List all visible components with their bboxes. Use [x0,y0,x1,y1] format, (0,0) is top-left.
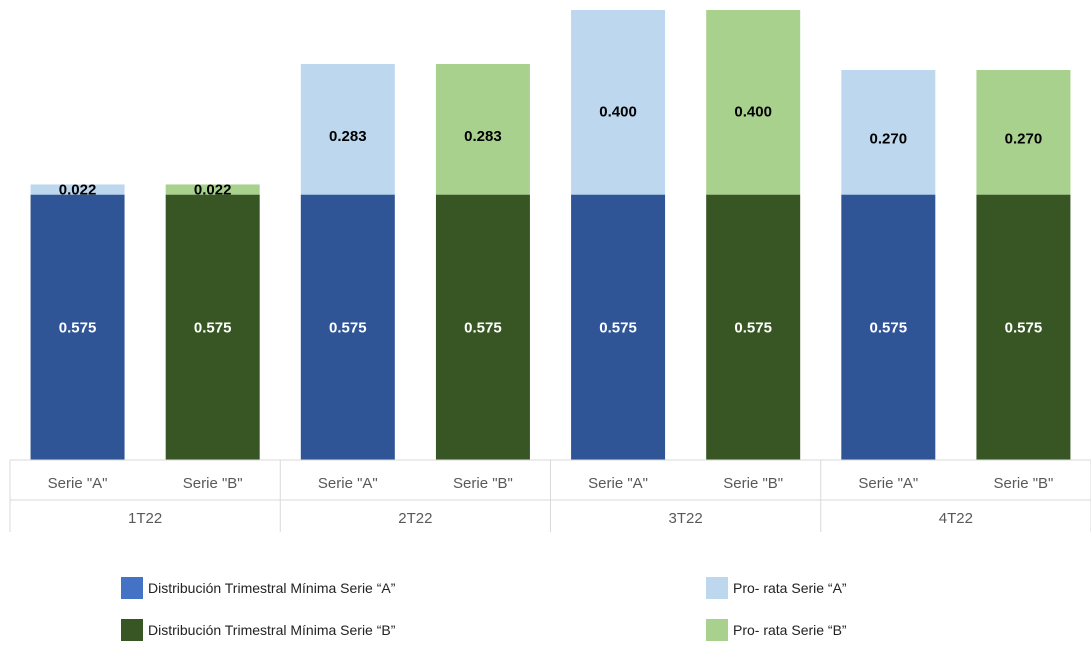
bar-min-distribution [300,194,395,460]
stacked-bar-chart: 0.575 0.022 0.575 0.022 0.575 0.283 0.575 0.283… [9,10,1091,532]
bars-layer [30,10,1071,460]
legend-item-min-dist-serie-b: Distribución Trimestral Mínima Serie “B” [121,618,395,642]
legend-swatch [121,619,143,641]
legend-label: Distribución Trimestral Mínima Serie “A” [148,580,396,596]
bar-min-distribution [841,194,936,460]
data-label-prorata: 0.022 [59,182,97,199]
data-label-min-distribution: 0.575 [870,319,908,336]
x-tick-label: Serie "B" [723,475,783,492]
legend-label: Pro- rata Serie “A” [733,580,847,596]
bar-prorata [165,184,260,195]
bar-min-distribution [165,194,260,460]
bar-prorata [976,70,1071,195]
bar-min-distribution [976,194,1071,460]
data-label-prorata: 0.283 [329,128,367,145]
bar-min-distribution [30,194,125,460]
x-tick-label: Serie "B" [183,475,243,492]
data-label-min-distribution: 0.575 [1005,319,1043,336]
chart-legend: Distribución Trimestral Mínima Serie “A”… [0,560,1091,645]
data-label-min-distribution: 0.575 [734,319,772,336]
x-group-label: 1T22 [128,510,162,527]
data-label-prorata: 0.270 [1005,131,1043,148]
data-label-prorata: 0.270 [870,131,908,148]
bar-prorata [571,10,666,195]
x-tick-label: Serie "A" [858,475,918,492]
data-label-prorata: 0.283 [464,128,502,145]
data-labels-layer: 0.575 0.022 0.575 0.022 0.575 0.283 0.575 0.283… [59,104,1042,337]
legend-label: Distribución Trimestral Mínima Serie “B” [148,622,396,638]
x-group-label: 2T22 [398,510,432,527]
x-tick-label: Serie "A" [48,475,108,492]
bar-min-distribution [435,194,530,460]
legend-label: Pro- rata Serie “B” [733,622,847,638]
data-label-min-distribution: 0.575 [59,319,97,336]
legend-item-min-dist-serie-a: Distribución Trimestral Mínima Serie “A” [121,576,395,600]
data-label-min-distribution: 0.575 [329,319,367,336]
x-group-label: 3T22 [669,510,703,527]
bar-min-distribution [706,194,801,460]
legend-swatch [706,577,728,599]
legend-item-prorata-serie-b: Pro- rata Serie “B” [706,618,847,642]
category-axis: Serie "A" Serie "B" 1T22 Serie "A" Serie "B"… [9,459,1091,532]
x-group-label: 4T22 [939,510,973,527]
bar-prorata [300,64,395,195]
bar-prorata [435,64,530,195]
data-label-min-distribution: 0.575 [599,319,637,336]
data-label-prorata: 0.400 [599,104,637,121]
bar-min-distribution [571,194,666,460]
data-label-prorata: 0.022 [194,182,232,199]
x-tick-label: Serie "B" [453,475,513,492]
data-label-prorata: 0.400 [734,104,772,121]
legend-item-prorata-serie-a: Pro- rata Serie “A” [706,576,847,600]
x-tick-label: Serie "B" [994,475,1054,492]
bar-prorata [706,10,801,195]
bar-prorata [841,70,936,195]
bar-prorata [30,184,125,195]
data-label-min-distribution: 0.575 [464,319,502,336]
legend-swatch [121,577,143,599]
data-label-min-distribution: 0.575 [194,319,232,336]
x-tick-label: Serie "A" [318,475,378,492]
legend-swatch [706,619,728,641]
x-tick-label: Serie "A" [588,475,648,492]
